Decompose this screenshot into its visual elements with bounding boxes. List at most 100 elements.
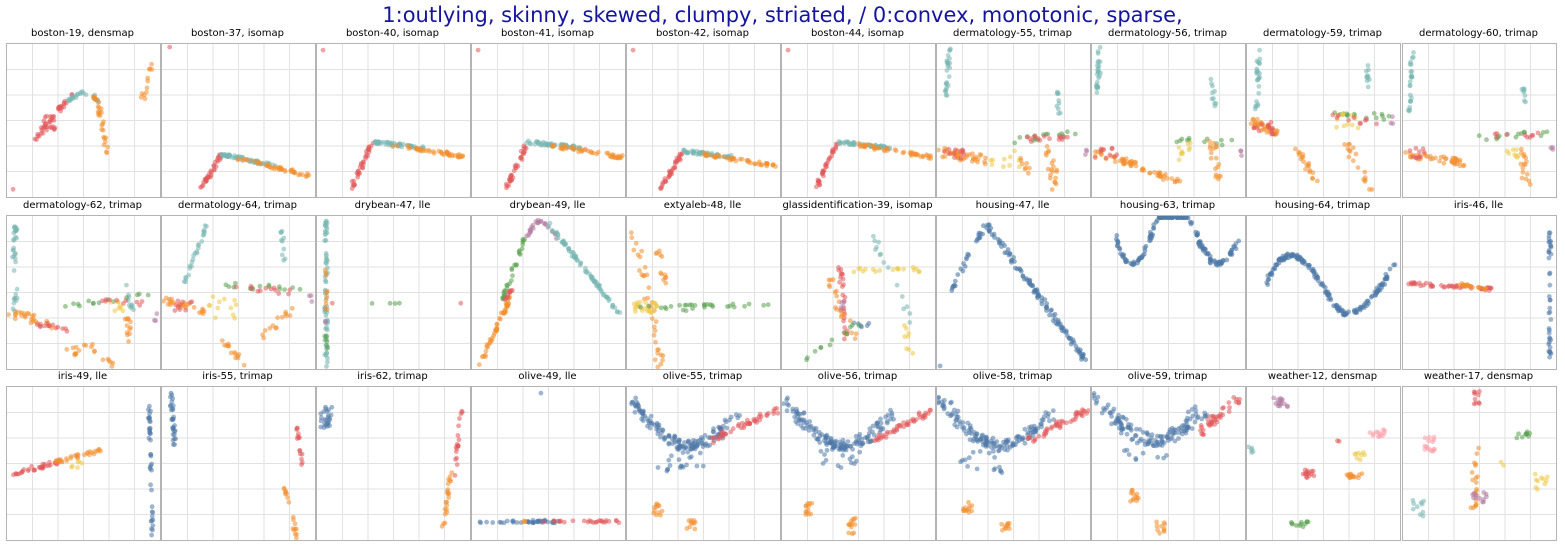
data-point bbox=[1072, 416, 1078, 422]
data-point bbox=[1423, 280, 1429, 286]
data-point bbox=[784, 408, 790, 414]
data-point bbox=[845, 139, 851, 145]
data-point bbox=[527, 228, 533, 234]
data-point bbox=[1003, 526, 1009, 531]
data-point bbox=[598, 287, 604, 293]
panel-title: olive-59, trimap bbox=[1127, 371, 1208, 382]
data-point bbox=[323, 251, 329, 256]
data-point bbox=[189, 299, 195, 305]
data-point bbox=[200, 311, 206, 317]
data-point bbox=[952, 155, 957, 160]
data-point bbox=[1027, 435, 1032, 441]
data-point bbox=[1186, 135, 1192, 141]
data-point bbox=[1381, 427, 1386, 433]
data-point bbox=[1050, 318, 1056, 324]
scatter-panel: weather-17, densmap bbox=[1402, 371, 1557, 541]
scatter-panel: iris-49, lle bbox=[6, 371, 161, 541]
data-point bbox=[910, 350, 916, 356]
data-point bbox=[701, 150, 707, 156]
data-point bbox=[294, 535, 299, 540]
data-point bbox=[1017, 135, 1023, 140]
panel-title: glassidentification-39, isomap bbox=[782, 200, 933, 211]
data-point bbox=[1380, 282, 1385, 288]
data-point bbox=[899, 294, 905, 299]
data-point bbox=[642, 306, 648, 311]
plot-area bbox=[936, 215, 1091, 370]
data-point bbox=[1406, 108, 1412, 114]
data-point bbox=[1137, 427, 1143, 432]
plot-area bbox=[6, 215, 161, 370]
data-point bbox=[680, 450, 686, 455]
data-point bbox=[1410, 154, 1416, 160]
data-point bbox=[257, 283, 263, 289]
data-point bbox=[1457, 282, 1462, 288]
scatter-svg bbox=[317, 216, 470, 369]
data-point bbox=[961, 151, 967, 157]
data-point bbox=[99, 298, 105, 304]
data-point bbox=[366, 149, 372, 155]
data-point bbox=[535, 519, 541, 525]
data-point bbox=[1313, 276, 1319, 281]
data-point bbox=[1048, 172, 1053, 178]
data-point bbox=[684, 526, 690, 531]
data-point bbox=[920, 154, 926, 160]
data-point bbox=[1219, 142, 1225, 148]
data-point bbox=[287, 287, 293, 293]
data-point bbox=[1334, 124, 1339, 130]
data-point bbox=[1465, 283, 1471, 289]
data-point bbox=[324, 230, 330, 236]
data-point bbox=[309, 299, 315, 304]
data-point bbox=[1115, 240, 1121, 245]
scatter-panel: dermatology-62, trimap bbox=[6, 200, 161, 370]
data-point bbox=[100, 121, 106, 127]
data-point bbox=[581, 518, 587, 524]
data-point bbox=[510, 273, 515, 279]
data-point bbox=[213, 315, 218, 321]
data-point bbox=[1096, 75, 1101, 81]
data-point bbox=[1510, 147, 1516, 153]
data-point bbox=[360, 159, 366, 165]
data-point bbox=[1061, 134, 1067, 140]
data-point bbox=[874, 244, 879, 250]
data-point bbox=[1184, 427, 1190, 432]
data-point bbox=[441, 521, 446, 526]
plot-area bbox=[1091, 215, 1246, 370]
data-point bbox=[1358, 121, 1363, 126]
scatter-svg bbox=[1403, 216, 1556, 369]
data-point bbox=[1214, 261, 1219, 266]
data-point bbox=[10, 186, 16, 192]
plot-area bbox=[626, 43, 781, 198]
data-point bbox=[940, 403, 946, 408]
data-point bbox=[1212, 103, 1218, 109]
scatter-svg bbox=[1247, 44, 1400, 197]
data-point bbox=[1154, 519, 1159, 525]
data-point bbox=[764, 161, 769, 167]
data-point bbox=[549, 228, 555, 233]
data-point bbox=[1133, 433, 1138, 438]
data-point bbox=[1134, 495, 1140, 501]
plot-area bbox=[781, 215, 936, 370]
data-point bbox=[291, 169, 296, 175]
data-point bbox=[1229, 137, 1235, 143]
data-point bbox=[205, 174, 210, 179]
data-point bbox=[201, 232, 207, 237]
data-point bbox=[716, 153, 722, 159]
data-point bbox=[989, 445, 994, 450]
scatter-panel: drybean-47, lle bbox=[316, 200, 471, 370]
data-point bbox=[73, 344, 79, 350]
scatter-svg bbox=[782, 216, 935, 369]
data-point bbox=[194, 250, 200, 256]
data-point bbox=[177, 307, 183, 312]
data-point bbox=[1012, 148, 1017, 154]
data-point bbox=[1461, 283, 1467, 289]
data-point bbox=[390, 144, 395, 149]
data-point bbox=[864, 435, 870, 440]
data-point bbox=[1518, 146, 1524, 152]
scatter-svg bbox=[317, 44, 470, 197]
data-point bbox=[712, 154, 717, 160]
data-point bbox=[838, 465, 844, 470]
data-point bbox=[1149, 432, 1155, 438]
data-point bbox=[1403, 150, 1408, 155]
data-point bbox=[656, 503, 662, 509]
data-point bbox=[942, 397, 947, 403]
